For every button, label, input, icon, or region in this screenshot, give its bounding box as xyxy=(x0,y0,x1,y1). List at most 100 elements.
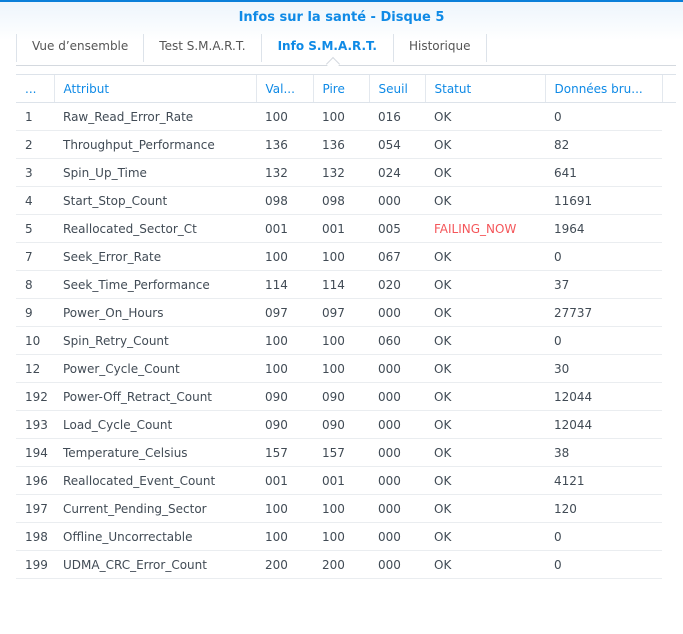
cell-value: 097 xyxy=(256,298,313,327)
cell-worst: 136 xyxy=(313,130,369,159)
column-header-attribute[interactable]: Attribut xyxy=(53,74,256,103)
column-header-threshold[interactable]: Seuil xyxy=(368,74,425,103)
cell-worst: 100 xyxy=(313,242,369,271)
table-row[interactable]: 196 Reallocated_Event_Count 001 001 000 OK 412… xyxy=(16,466,676,495)
scrollbar-cell xyxy=(662,411,676,439)
smart-table: ... Attribut Val... Pire Seuil Statut Données … xyxy=(16,74,676,579)
table-row[interactable]: 4 Start_Stop_Count 098 098 000 OK 11691 xyxy=(16,186,676,215)
cell-worst: 132 xyxy=(313,158,369,187)
cell-value: 157 xyxy=(256,438,313,467)
cell-value: 114 xyxy=(256,270,313,299)
cell-status: OK xyxy=(425,494,545,523)
cell-status: OK xyxy=(425,382,545,411)
column-header-value[interactable]: Val... xyxy=(255,74,313,103)
cell-id: 193 xyxy=(16,410,54,439)
tab-overview[interactable]: Vue d’ensemble xyxy=(16,34,145,62)
table-row[interactable]: 12 Power_Cycle_Count 100 100 000 OK 30 xyxy=(16,354,676,383)
table-row[interactable]: 199 UDMA_CRC_Error_Count 200 200 000 OK 0 xyxy=(16,550,676,579)
cell-id: 8 xyxy=(16,270,54,299)
cell-worst: 157 xyxy=(313,438,369,467)
cell-worst: 100 xyxy=(313,522,369,551)
window-top-border xyxy=(0,0,683,2)
window-title: Infos sur la santé - Disque 5 xyxy=(238,10,445,25)
cell-worst: 097 xyxy=(313,298,369,327)
table-row[interactable]: 198 Offline_Uncorrectable 100 100 000 OK 0 xyxy=(16,522,676,551)
cell-attribute: Power-Off_Retract_Count xyxy=(54,382,256,411)
cell-attribute: UDMA_CRC_Error_Count xyxy=(54,550,256,579)
cell-value: 136 xyxy=(256,130,313,159)
cell-threshold: 054 xyxy=(369,130,425,159)
cell-value: 100 xyxy=(256,242,313,271)
cell-threshold: 005 xyxy=(369,214,425,243)
column-header-id[interactable]: ... xyxy=(16,74,54,103)
table-row[interactable]: 1 Raw_Read_Error_Rate 100 100 016 OK 0 xyxy=(16,102,676,131)
scrollbar-cell xyxy=(662,103,676,131)
tab-history[interactable]: Historique xyxy=(394,34,487,62)
cell-attribute: Load_Cycle_Count xyxy=(54,410,256,439)
column-header-status[interactable]: Statut xyxy=(424,74,545,103)
cell-threshold: 000 xyxy=(369,466,425,495)
cell-worst: 098 xyxy=(313,186,369,215)
table-row[interactable]: 193 Load_Cycle_Count 090 090 000 OK 12044 xyxy=(16,410,676,439)
column-header-worst[interactable]: Pire xyxy=(312,74,369,103)
cell-raw-data: 37 xyxy=(545,270,662,299)
cell-raw-data: 0 xyxy=(545,242,662,271)
cell-status: OK xyxy=(425,354,545,383)
cell-raw-data: 12044 xyxy=(545,410,662,439)
table-row[interactable]: 2 Throughput_Performance 136 136 054 OK 82 xyxy=(16,130,676,159)
cell-worst: 001 xyxy=(313,214,369,243)
cell-worst: 100 xyxy=(313,494,369,523)
cell-id: 1 xyxy=(16,102,54,131)
cell-status: FAILING_NOW xyxy=(425,214,545,243)
column-header-raw-data[interactable]: Données bru... xyxy=(544,74,662,103)
cell-threshold: 067 xyxy=(369,242,425,271)
scrollbar-cell xyxy=(662,439,676,467)
table-row[interactable]: 9 Power_On_Hours 097 097 000 OK 27737 xyxy=(16,298,676,327)
table-row[interactable]: 3 Spin_Up_Time 132 132 024 OK 641 xyxy=(16,158,676,187)
cell-id: 198 xyxy=(16,522,54,551)
cell-value: 100 xyxy=(256,494,313,523)
table-row[interactable]: 5 Reallocated_Sector_Ct 001 001 005 FAILING_N… xyxy=(16,214,676,243)
cell-status: OK xyxy=(425,298,545,327)
cell-raw-data: 0 xyxy=(545,550,662,579)
scrollbar-cell xyxy=(662,523,676,551)
scrollbar-cell xyxy=(662,551,676,579)
scrollbar-cell xyxy=(662,159,676,187)
cell-threshold: 016 xyxy=(369,102,425,131)
cell-value: 001 xyxy=(256,466,313,495)
table-row[interactable]: 7 Seek_Error_Rate 100 100 067 OK 0 xyxy=(16,242,676,271)
tab-divider xyxy=(16,65,676,66)
cell-value: 100 xyxy=(256,102,313,131)
cell-status: OK xyxy=(425,410,545,439)
cell-value: 090 xyxy=(256,382,313,411)
cell-status: OK xyxy=(425,186,545,215)
tab-smart-test[interactable]: Test S.M.A.R.T. xyxy=(144,34,262,62)
cell-raw-data: 641 xyxy=(545,158,662,187)
cell-status: OK xyxy=(425,102,545,131)
cell-raw-data: 120 xyxy=(545,494,662,523)
table-row[interactable]: 192 Power-Off_Retract_Count 090 090 000 OK 120… xyxy=(16,382,676,411)
scrollbar-cell xyxy=(662,187,676,215)
cell-raw-data: 30 xyxy=(545,354,662,383)
cell-id: 3 xyxy=(16,158,54,187)
cell-value: 200 xyxy=(256,550,313,579)
cell-status: OK xyxy=(425,466,545,495)
cell-value: 100 xyxy=(256,354,313,383)
cell-attribute: Seek_Error_Rate xyxy=(54,242,256,271)
table-row[interactable]: 197 Current_Pending_Sector 100 100 000 OK 120 xyxy=(16,494,676,523)
table-row[interactable]: 10 Spin_Retry_Count 100 100 060 OK 0 xyxy=(16,326,676,355)
cell-raw-data: 12044 xyxy=(545,382,662,411)
table-row[interactable]: 194 Temperature_Celsius 157 157 000 OK 38 xyxy=(16,438,676,467)
tab-smart-info[interactable]: Info S.M.A.R.T. xyxy=(262,34,394,62)
cell-threshold: 060 xyxy=(369,326,425,355)
cell-worst: 100 xyxy=(313,102,369,131)
cell-attribute: Offline_Uncorrectable xyxy=(54,522,256,551)
cell-status: OK xyxy=(425,550,545,579)
cell-id: 199 xyxy=(16,550,54,579)
cell-raw-data: 0 xyxy=(545,326,662,355)
table-row[interactable]: 8 Seek_Time_Performance 114 114 020 OK 37 xyxy=(16,270,676,299)
scrollbar-cell xyxy=(662,131,676,159)
window-header: Infos sur la santé - Disque 5 xyxy=(0,2,683,66)
cell-threshold: 000 xyxy=(369,382,425,411)
scrollbar-cell xyxy=(662,383,676,411)
